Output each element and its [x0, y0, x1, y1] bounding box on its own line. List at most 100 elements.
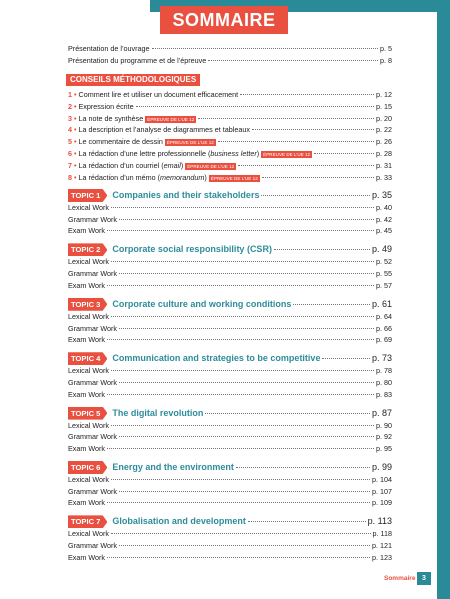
page-ref: p. 31 — [376, 160, 392, 170]
dot-leader — [273, 249, 370, 251]
dot-leader — [251, 129, 374, 131]
toc-row: Grammar Work p. 80 — [68, 377, 392, 388]
dot-leader — [208, 59, 378, 61]
dot-leader — [118, 545, 371, 547]
entry-label: Lexical Work — [68, 203, 110, 212]
topic-tag: TOPIC 6 — [68, 461, 108, 474]
topic-title: Companies and their stakeholders — [112, 190, 260, 200]
page-ref: p. 104 — [372, 475, 392, 484]
entry-label: Expression écrite — [78, 101, 134, 111]
entry-label: Grammar Work — [68, 541, 117, 551]
entry-label: Lexical Work — [68, 311, 110, 321]
dot-leader — [107, 448, 374, 449]
toc-row: Grammar Work p. 121 — [68, 540, 392, 551]
entry-label: Comment lire et utiliser un document eff… — [78, 90, 239, 99]
toc-row: Grammar Work p. 55 — [68, 268, 392, 279]
dot-leader — [111, 479, 371, 480]
dot-leader — [111, 424, 374, 426]
page-ref: p. 87 — [371, 407, 392, 418]
entry-label: business letter — [210, 149, 257, 158]
page-ref: p. 83 — [376, 389, 392, 399]
page-ref: p. 109 — [372, 498, 392, 508]
toc-row: 8 • La rédaction d’un mémo (memorandum) ÉP… — [68, 172, 392, 183]
toc-row: Présentation de l’ouvrage p. 5 — [68, 43, 392, 54]
dot-leader — [247, 521, 366, 523]
toc-row: Exam Work p. 45 — [68, 225, 392, 236]
toc-row: Exam Work p. 57 — [68, 280, 392, 291]
dot-leader — [107, 502, 371, 504]
toc-row: TOPIC 4 Communication and strategies to b… — [68, 352, 392, 366]
dot-leader — [111, 315, 374, 317]
page-ref: p. 57 — [376, 280, 392, 290]
dot-leader — [261, 195, 370, 196]
topic-title: The digital revolution — [112, 407, 204, 418]
dot-leader — [238, 164, 374, 166]
dot-leader — [240, 94, 374, 95]
entry-label: Grammar Work — [68, 323, 117, 333]
page-ref: p. 28 — [376, 149, 392, 158]
topic-tag: TOPIC 2 — [68, 243, 108, 257]
dot-leader — [135, 105, 374, 107]
dot-leader — [107, 230, 374, 232]
dot-leader — [111, 370, 374, 372]
dot-leader — [118, 490, 371, 492]
entry-label: memorandum — [160, 172, 205, 182]
page-ref: p. 26 — [376, 137, 392, 147]
dot-leader — [118, 327, 374, 329]
entry-label: Lexical Work — [68, 366, 110, 376]
toc-row: 6 • La rédaction d’une lettre professionn… — [68, 148, 392, 159]
toc-row: 7 • La rédaction d’un courriel (email) ÉPR… — [68, 160, 392, 171]
dot-leader — [118, 218, 374, 220]
topic-title: Energy and the environment — [112, 462, 234, 472]
toc-row: TOPIC 1 Companies and their stakeholders p… — [68, 189, 392, 202]
item-number: 5 • — [68, 137, 77, 147]
entry-label: ) — [256, 149, 260, 158]
entry-label: Exam Work — [68, 498, 106, 508]
page-ref: p. 73 — [371, 353, 392, 364]
dot-leader — [111, 533, 371, 535]
entry-label: La rédaction d’un courriel ( — [78, 160, 164, 170]
entry-label: Lexical Work — [68, 475, 110, 484]
page-ref: p. 95 — [376, 444, 392, 453]
entry-label: La description et l’analyse de diagramme… — [78, 125, 250, 135]
entry-label: Lexical Work — [68, 529, 110, 539]
side-stripe — [437, 0, 450, 599]
item-number: 3 • — [68, 113, 77, 123]
dot-leader — [261, 176, 374, 178]
page-ref: p. 40 — [376, 203, 392, 212]
dot-leader — [151, 48, 378, 49]
entry-label: Exam Work — [68, 389, 106, 399]
toc-row: 4 • La description et l’analyse de diagra… — [68, 124, 392, 135]
page-number: 3 — [417, 572, 431, 585]
entry-label: email — [163, 160, 181, 170]
exam-badge: ÉPREUVE DE L’UE 12 — [208, 174, 260, 182]
page-ref: p. 78 — [376, 366, 392, 376]
topic-title: Corporate social responsibility (CSR) — [112, 244, 272, 255]
dot-leader — [118, 381, 374, 383]
page-ref: p. 61 — [371, 298, 392, 309]
page-ref: p. 113 — [367, 516, 392, 527]
toc-row: Lexical Work p. 64 — [68, 311, 392, 322]
entry-label: La note de synthèse — [78, 113, 144, 123]
entry-label: Lexical Work — [68, 257, 110, 267]
toc-row: Grammar Work p. 92 — [68, 431, 392, 442]
dot-leader — [118, 273, 374, 275]
entry-label: Grammar Work — [68, 486, 117, 496]
toc-row: TOPIC 6 Energy and the environment p. 99 — [68, 461, 392, 474]
page-ref: p. 55 — [376, 269, 392, 279]
entry-label: Exam Work — [68, 552, 106, 562]
toc-row: Exam Work p. 95 — [68, 443, 392, 454]
toc-row: Grammar Work p. 107 — [68, 486, 392, 497]
toc-row: Lexical Work p. 40 — [68, 202, 392, 213]
page-title: SOMMAIRE — [160, 6, 288, 34]
page-ref: p. 69 — [376, 335, 392, 345]
topic-title: Globalisation and development — [112, 516, 246, 527]
page-ref: p. 8 — [380, 55, 392, 65]
dot-leader — [107, 339, 374, 341]
item-number: 4 • — [68, 125, 77, 135]
dot-leader — [111, 207, 374, 208]
exam-badge: ÉPREUVE DE L’UE 12 — [164, 139, 216, 147]
dot-leader — [198, 117, 374, 119]
